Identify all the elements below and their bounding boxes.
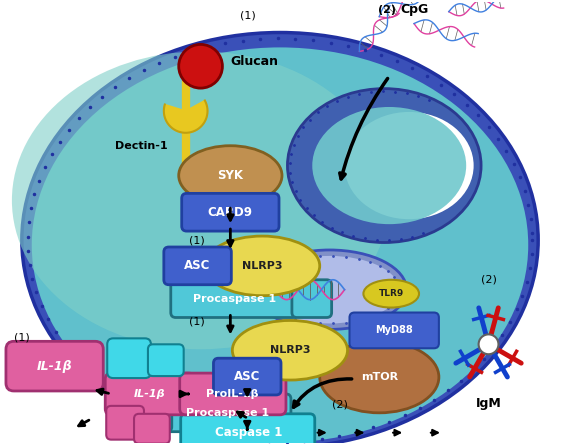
Text: (1): (1) [188, 235, 204, 245]
Text: (1): (1) [188, 317, 204, 326]
Ellipse shape [179, 146, 282, 205]
Ellipse shape [12, 52, 389, 349]
Text: IgM: IgM [476, 397, 502, 410]
Text: Glucan: Glucan [231, 55, 278, 68]
Text: CpG: CpG [400, 3, 428, 16]
Polygon shape [164, 100, 208, 133]
FancyBboxPatch shape [134, 414, 170, 444]
FancyBboxPatch shape [164, 247, 231, 285]
Ellipse shape [252, 250, 407, 329]
Circle shape [179, 44, 222, 88]
Text: NLRP3: NLRP3 [242, 261, 282, 271]
Text: Procaspase 1: Procaspase 1 [193, 293, 276, 304]
Text: (2): (2) [378, 5, 396, 15]
FancyBboxPatch shape [350, 313, 439, 348]
Ellipse shape [364, 280, 419, 308]
Text: ProIL-1β: ProIL-1β [206, 389, 259, 399]
FancyBboxPatch shape [106, 406, 144, 440]
Text: IL-1β: IL-1β [37, 360, 72, 373]
Ellipse shape [260, 256, 399, 323]
Text: Caspase 1: Caspase 1 [214, 426, 282, 439]
Ellipse shape [344, 112, 473, 219]
Text: ASC: ASC [185, 259, 211, 272]
Ellipse shape [22, 32, 538, 444]
Text: SYK: SYK [217, 169, 243, 182]
FancyBboxPatch shape [107, 338, 151, 378]
FancyBboxPatch shape [164, 394, 291, 432]
Ellipse shape [287, 89, 481, 242]
Text: (2): (2) [332, 400, 347, 410]
FancyBboxPatch shape [6, 341, 103, 391]
Text: Procaspase 1: Procaspase 1 [186, 408, 269, 418]
FancyBboxPatch shape [148, 344, 183, 376]
FancyBboxPatch shape [182, 194, 279, 231]
Ellipse shape [205, 236, 320, 296]
Text: NLRP3: NLRP3 [270, 345, 310, 355]
FancyBboxPatch shape [180, 373, 286, 415]
Text: MyD88: MyD88 [375, 325, 413, 335]
Text: IL-1β: IL-1β [134, 389, 165, 399]
Text: (2): (2) [481, 275, 496, 285]
Text: (1): (1) [240, 11, 256, 20]
Text: mTOR: mTOR [361, 372, 398, 382]
Text: ASC: ASC [234, 369, 260, 383]
Ellipse shape [232, 321, 347, 380]
FancyBboxPatch shape [181, 414, 315, 444]
Text: CARD9: CARD9 [208, 206, 253, 219]
FancyBboxPatch shape [292, 280, 332, 317]
Ellipse shape [312, 107, 466, 224]
FancyBboxPatch shape [171, 280, 298, 317]
FancyBboxPatch shape [214, 358, 281, 395]
Text: Dectin-1: Dectin-1 [114, 141, 167, 151]
FancyBboxPatch shape [105, 373, 195, 415]
Text: (1): (1) [14, 333, 30, 342]
Circle shape [479, 334, 499, 354]
Ellipse shape [32, 48, 528, 443]
FancyBboxPatch shape [136, 394, 172, 432]
Text: TLR9: TLR9 [379, 289, 404, 298]
Ellipse shape [320, 341, 439, 413]
